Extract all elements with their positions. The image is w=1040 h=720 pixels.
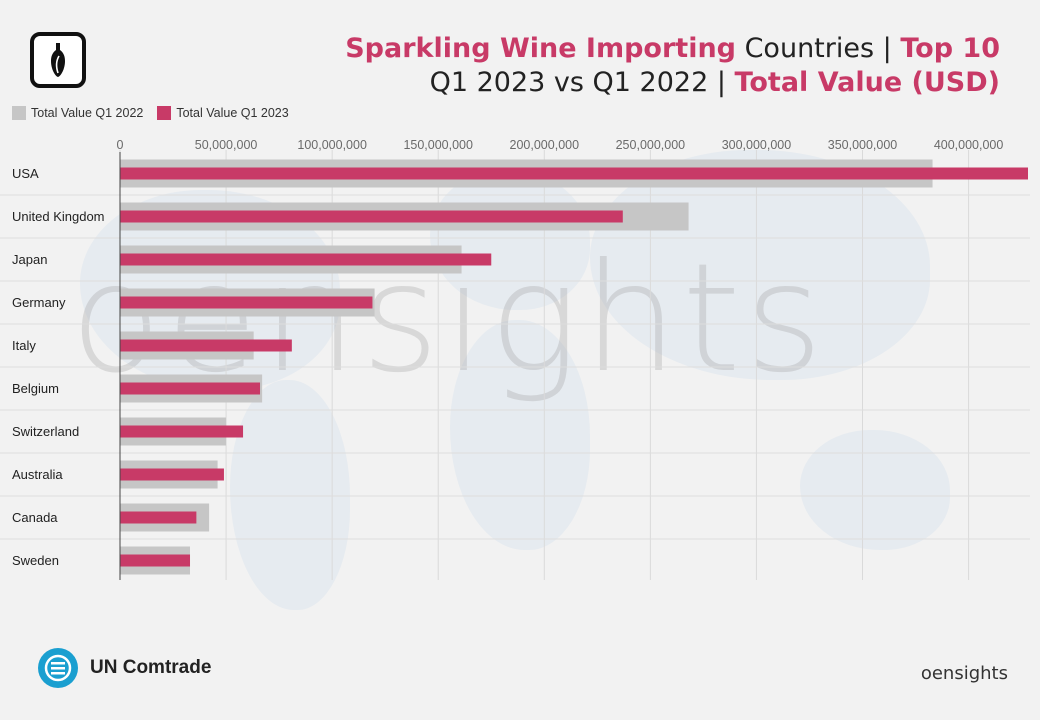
category-label: Australia bbox=[12, 467, 63, 482]
x-tick-label: 400,000,000 bbox=[934, 138, 1004, 152]
category-label: Canada bbox=[12, 510, 58, 525]
x-tick-label: 350,000,000 bbox=[828, 138, 898, 152]
legend-label-q1-2023: Total Value Q1 2023 bbox=[176, 106, 289, 120]
bar-q1-2023 bbox=[120, 382, 261, 395]
legend-item-q1-2022: Total Value Q1 2022 bbox=[12, 106, 143, 120]
category-label: Sweden bbox=[12, 553, 59, 568]
bar-q1-2023 bbox=[120, 554, 191, 567]
un-comtrade-icon bbox=[38, 648, 78, 688]
world-map-background bbox=[800, 430, 950, 550]
category-label: United Kingdom bbox=[12, 209, 105, 224]
legend-item-q1-2023: Total Value Q1 2023 bbox=[157, 106, 289, 120]
title-part-3: Top 10 bbox=[900, 33, 1000, 64]
title-line-1: Sparkling Wine Importing Countries | Top… bbox=[345, 32, 1000, 66]
bar-q1-2023 bbox=[120, 468, 224, 481]
title-part-2: Countries | bbox=[736, 33, 901, 64]
x-tick-label: 100,000,000 bbox=[297, 138, 367, 152]
x-tick-label: 150,000,000 bbox=[403, 138, 473, 152]
subtitle-part-2: Total Value (USD) bbox=[734, 67, 1000, 98]
bar-q1-2023 bbox=[120, 511, 197, 524]
title-part-1: Sparkling Wine Importing bbox=[345, 33, 736, 64]
bar-q1-2023 bbox=[120, 167, 1028, 180]
x-tick-label: 50,000,000 bbox=[195, 138, 258, 152]
source-label: UN Comtrade bbox=[90, 657, 212, 678]
chart-title: Sparkling Wine Importing Countries | Top… bbox=[345, 32, 1000, 100]
data-source: UN Comtrade bbox=[38, 648, 211, 688]
category-label: USA bbox=[12, 166, 39, 181]
wine-bottle-logo-icon bbox=[30, 32, 86, 88]
bar-q1-2023 bbox=[120, 425, 244, 438]
category-label: Belgium bbox=[12, 381, 59, 396]
world-map-background bbox=[430, 170, 590, 310]
legend-swatch-q1-2022 bbox=[12, 106, 26, 120]
world-map-background bbox=[590, 150, 930, 380]
brand-logo: oensights bbox=[920, 663, 1008, 684]
category-label: Italy bbox=[12, 338, 36, 353]
category-label: Germany bbox=[12, 295, 66, 310]
bar-q1-2023 bbox=[120, 339, 292, 352]
x-tick-label: 250,000,000 bbox=[616, 138, 686, 152]
category-label: Switzerland bbox=[12, 424, 79, 439]
category-label: Japan bbox=[12, 252, 47, 267]
x-tick-label: 200,000,000 bbox=[510, 138, 580, 152]
bar-q1-2023 bbox=[120, 210, 623, 223]
title-line-2: Q1 2023 vs Q1 2022 | Total Value (USD) bbox=[345, 66, 1000, 100]
bar-q1-2023 bbox=[120, 253, 492, 266]
legend-swatch-q1-2023 bbox=[157, 106, 172, 120]
world-map-background bbox=[450, 320, 590, 550]
x-tick-label: 0 bbox=[117, 138, 124, 152]
world-map-background bbox=[230, 380, 350, 610]
subtitle-part-1: Q1 2023 vs Q1 2022 | bbox=[429, 67, 735, 98]
x-tick-label: 300,000,000 bbox=[722, 138, 792, 152]
legend-label-q1-2022: Total Value Q1 2022 bbox=[31, 106, 144, 120]
bar-q1-2023 bbox=[120, 296, 373, 309]
chart-legend: Total Value Q1 2022 Total Value Q1 2023 bbox=[12, 106, 303, 120]
bar-chart: 0 50,000,000 100,000,000 150,000,000 200,000… bbox=[0, 138, 1030, 580]
